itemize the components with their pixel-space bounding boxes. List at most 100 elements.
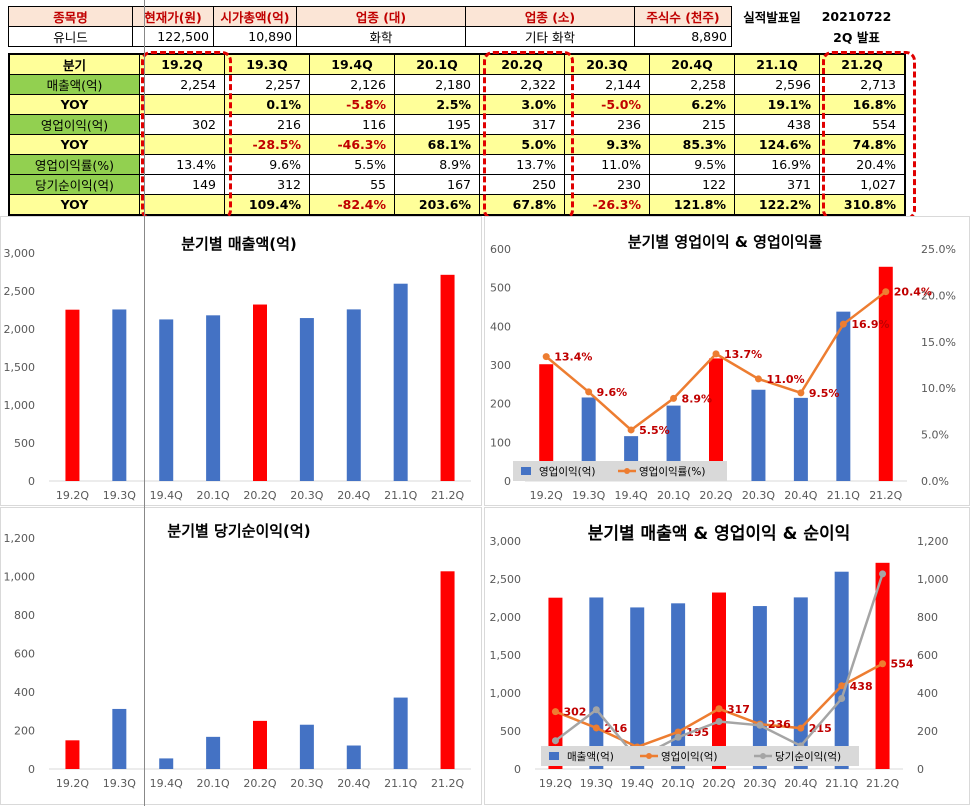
x-tick-label: 19.3Q [103,777,136,790]
table-cell: 2,322 [479,74,565,95]
y-tick-label: 1,500 [490,649,522,662]
table-cell: 8.9% [394,154,480,175]
table-cell: 2.5% [394,94,480,115]
info-value-sector-minor: 기타 화학 [465,26,635,47]
table-cell: 116 [309,114,395,135]
y-tick-label: 0 [514,763,521,776]
bar [878,266,893,481]
y-tick-label: 2,000 [4,323,36,336]
data-label: 13.4% [554,351,592,364]
x-tick-label: 20.4Q [337,489,370,502]
data-label: 5.5% [639,424,670,437]
table-cell: 2,126 [309,74,395,95]
table-cell [139,134,225,155]
bar [393,283,408,481]
announce-note: 2Q 발표 [812,26,901,47]
table-cell: 0.1% [224,94,310,115]
x-tick-label: 21.1Q [827,489,860,502]
series-point [670,394,678,402]
y-tick-label: 500 [14,437,35,450]
table-header-row: 분기 19.2Q 19.3Q 19.4Q 20.1Q 20.2Q 20.3Q 20.4Q 21.… [8,53,906,75]
table-cell: 6.2% [649,94,735,115]
bar [589,597,604,769]
series-point [712,350,720,358]
y2-tick-label: 1,000 [917,573,949,586]
table-cell: 109.4% [224,194,310,216]
y-tick-label: 300 [490,359,511,372]
table-cell: 9.6% [224,154,310,175]
table-cell: 2,258 [649,74,735,95]
bar [112,708,127,769]
series-point [551,737,559,745]
x-tick-label: 20.2Q [702,777,735,790]
table-cell [139,194,225,216]
table-cell: 2,596 [734,74,820,95]
y2-tick-label: 600 [917,649,938,662]
x-tick-label: 20.1Q [197,489,230,502]
legend-swatch [646,753,652,759]
quarter-header: 19.3Q [224,53,310,75]
table-cell: 67.8% [479,194,565,216]
table-cell: 438 [734,114,820,135]
y2-tick-label: 10.0% [921,382,956,395]
table-cell: 16.8% [819,94,906,115]
info-header-sector-minor: 업종 (소) [465,6,635,27]
legend-label: 당기순이익(억) [775,751,841,763]
table-cell: 236 [564,114,650,135]
table-cell: 312 [224,174,310,195]
data-label: 302 [563,706,586,719]
announce-spacer [731,26,813,47]
bar [65,309,80,481]
x-tick-label: 20.3Q [290,489,323,502]
table-cell [139,94,225,115]
bar [206,736,221,769]
bar [539,364,554,481]
table-cell: 2,713 [819,74,906,95]
data-label: 438 [850,680,873,693]
series-point [674,733,682,741]
legend-swatch [521,467,531,475]
y-tick-label: 500 [500,725,521,738]
chart-title: 분기별 매출액(억) [181,235,297,253]
y-tick-label: 600 [490,243,511,256]
legend-swatch [549,752,559,760]
chart-panel-revenue: 분기별 매출액(억) 0 500 1,000 1,500 2,000 2,500 3,000 1… [0,216,482,506]
bar [548,597,563,769]
table-cell: 2,257 [224,74,310,95]
row-label: 영업이익(억) [8,114,140,135]
data-label: 554 [891,658,914,671]
chart-panel-op-profit: 분기별 영업이익 & 영업이익률 0 100 200 300 400 500 600 0.0% 5… [484,216,970,506]
legend-label: 영업이익(억) [661,750,718,763]
x-tick-label: 19.2Q [56,489,89,502]
quarter-header: 19.4Q [309,53,395,75]
series-point [797,724,805,732]
info-header-shares: 주식수 (천주) [634,6,732,27]
table-row: 영업이익률(%) 13.4% 9.6% 5.5% 8.9% 13.7% 11.0% 9.5% 1… [8,154,906,175]
series-point [592,724,600,732]
row-label: YOY [8,194,140,216]
quarter-label: 분기 [8,53,140,75]
stock-info-table: 종목명 현재가(원) 시가총액(억) 업종 (대) 업종 (소) 주식수 (천주… [8,6,901,47]
legend-swatch [624,468,630,474]
bar [299,724,314,769]
y-tick-label: 3,000 [490,535,522,548]
table-cell: 230 [564,174,650,195]
x-tick-label: 19.2Q [539,777,572,790]
table-cell: 2,254 [139,74,225,95]
y-tick-label: 1,500 [4,361,36,374]
bar [751,389,766,481]
table-cell: 16.9% [734,154,820,175]
x-tick-label: 19.4Q [615,489,648,502]
x-tick-label: 21.1Q [384,777,417,790]
column-divider-line [144,0,145,806]
table-cell: 310.8% [819,194,906,216]
quarter-header: 20.3Q [564,53,650,75]
bar [65,740,80,769]
bar [299,318,314,481]
info-header-price: 현재가(원) [132,6,214,27]
y2-tick-label: 800 [917,611,938,624]
table-cell: 3.0% [479,94,565,115]
info-value-price: 122,500 [132,26,214,47]
y-tick-label: 1,000 [4,571,36,584]
quarterly-financials-table: 분기 19.2Q 19.3Q 19.4Q 20.1Q 20.2Q 20.3Q 20.4Q 21.… [8,53,906,216]
